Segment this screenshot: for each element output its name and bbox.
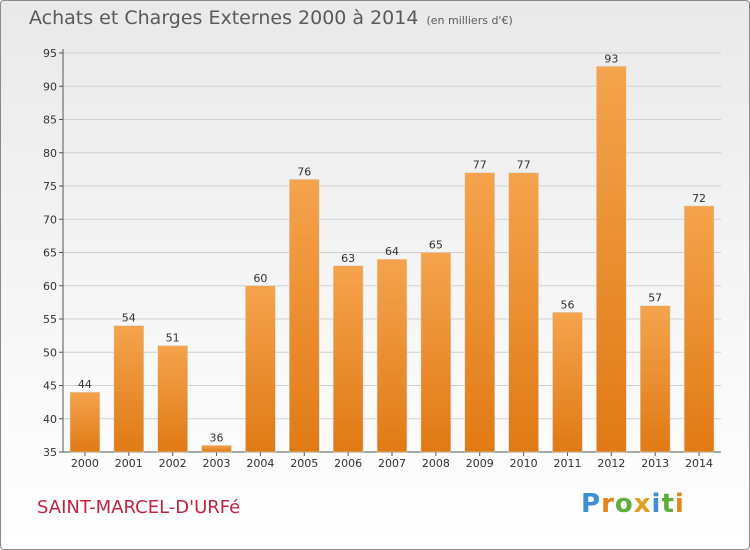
y-tick-label: 60 [43,280,57,293]
y-tick-label: 55 [43,313,57,326]
chart-unit: (en milliers d'€) [426,14,513,27]
bar-value-label: 54 [122,312,136,325]
bar-2002 [157,345,188,453]
x-tick-label: 2013 [641,457,669,470]
bar-2006 [332,265,364,453]
logo-letter: x [633,489,652,519]
bar-value-label: 63 [341,252,355,265]
bar-value-label: 72 [692,192,706,205]
logo-letter: t [661,489,675,519]
x-tick-label: 2008 [422,457,450,470]
bar-value-label: 77 [517,159,531,172]
bar-2013 [640,305,671,453]
y-tick-label: 80 [43,147,57,160]
bar-value-label: 64 [385,245,399,258]
x-tick-label: 2011 [553,457,581,470]
labels: 44 2000 54 2001 51 2002 36 2003 60 2004 76 2005 63 20… [71,52,713,470]
bars [69,66,715,453]
bar-value-label: 57 [648,292,662,305]
x-tick-label: 2005 [290,457,318,470]
x-tick-label: 2009 [466,457,494,470]
y-tick-label: 95 [43,47,57,60]
bar-2009 [464,172,495,453]
x-tick-label: 2002 [159,457,187,470]
x-tick-label: 2007 [378,457,406,470]
bar-2011 [552,312,583,453]
logo-letter: P [581,489,602,519]
bar-2014 [683,205,715,453]
x-tick-label: 2006 [334,457,362,470]
bar-value-label: 76 [297,165,311,178]
bar-2012 [596,66,627,453]
logo-letter: i [674,489,685,519]
bar-2007 [376,258,408,453]
bar-2010 [508,172,539,453]
chart-title-text: Achats et Charges Externes 2000 à 2014 [29,7,419,29]
bar-2008 [420,252,452,453]
logo-letter: i [651,489,662,519]
y-tick-label: 45 [43,380,57,393]
bar-value-label: 36 [210,431,224,444]
bar-2005 [289,179,320,453]
y-tick-label: 50 [43,346,57,359]
x-tick-label: 2000 [71,457,99,470]
bar-2000 [69,391,101,453]
bar-value-label: 44 [78,378,92,391]
x-tick-label: 2004 [246,457,274,470]
chart-title: Achats et Charges Externes 2000 à 2014 (e… [29,7,513,29]
bar-value-label: 77 [473,159,487,172]
y-tick-label: 75 [43,180,57,193]
y-tick-label: 90 [43,80,57,93]
bar-value-label: 65 [429,239,443,252]
y-tick-label: 70 [43,213,57,226]
bar-value-label: 51 [166,332,180,345]
x-tick-label: 2001 [115,457,143,470]
bar-2003 [201,445,232,453]
logo-letter: r [601,489,615,519]
y-tick-label: 85 [43,114,57,127]
x-tick-label: 2012 [597,457,625,470]
bar-2004 [245,285,276,453]
bar-value-label: 56 [560,298,574,311]
y-tick-label: 35 [43,446,57,459]
commune-name: SAINT-MARCEL-D'URFé [37,497,241,518]
x-tick-label: 2003 [203,457,231,470]
bar-value-label: 93 [604,52,618,65]
y-tick-label: 40 [43,413,57,426]
bar-2001 [113,325,144,453]
y-tick-label: 65 [43,247,57,260]
proxiti-logo[interactable]: Proxiti [581,489,685,519]
x-tick-label: 2014 [685,457,713,470]
bar-value-label: 60 [253,272,267,285]
logo-letter: o [614,489,634,519]
x-tick-label: 2010 [510,457,538,470]
